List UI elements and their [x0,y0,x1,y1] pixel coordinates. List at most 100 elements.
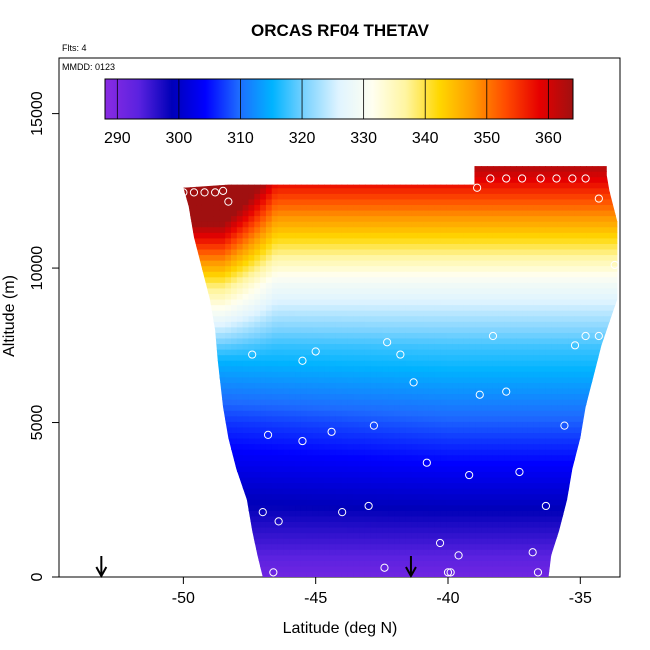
field-cell [271,271,279,278]
field-cell [312,337,319,345]
field-cell [446,387,453,395]
field-cell [318,287,325,295]
field-cell [533,471,541,478]
field-cell [370,365,378,372]
field-cell [469,182,477,189]
field-cell [458,360,465,367]
field-cell [364,315,372,322]
field-cell [242,260,250,267]
field-cell [213,204,220,211]
field-cell [277,482,284,489]
field-cell [359,310,366,317]
field-cell [504,193,512,200]
field-cell [289,460,296,467]
field-cell [359,226,366,233]
field-cell [411,521,418,528]
field-cell [417,293,424,300]
field-cell [481,387,488,395]
field-cell [516,476,523,484]
field-cell [382,293,389,300]
field-cell [388,276,395,283]
field-cell [428,287,436,295]
field-cell [440,337,448,345]
field-cell [446,532,453,539]
field-cell [458,232,465,239]
field-cell [225,382,232,389]
field-cell [533,482,541,489]
field-cell [463,554,471,561]
field-cell [364,521,372,528]
field-cell [312,237,319,244]
field-cell [428,387,436,395]
field-cell [463,237,471,244]
field-cell [364,287,372,295]
field-cell [498,282,506,289]
field-cell [231,421,238,428]
field-cell [399,476,407,484]
field-cell [370,237,378,244]
field-cell [324,482,331,489]
field-cell [452,304,459,311]
field-cell [504,237,512,244]
field-cell [283,432,290,439]
field-cell [452,276,459,283]
field-cell [533,415,541,422]
field-cell [248,310,255,317]
field-cell [446,449,453,456]
field-cell [382,538,389,545]
field-cell [510,426,517,434]
field-cell [394,360,401,367]
field-cell [254,371,261,378]
field-cell [411,360,418,367]
field-cell [236,410,244,417]
field-cell [376,349,383,356]
field-cell [364,387,372,395]
field-cell [364,504,372,511]
field-cell [405,282,413,289]
field-cell [318,471,325,478]
field-cell [341,449,349,456]
field-cell [324,449,331,456]
field-cell [370,476,378,484]
field-cell [231,410,238,417]
field-cell [242,482,250,489]
field-cell [295,304,302,311]
field-cell [359,315,366,322]
field-cell [364,326,372,333]
field-cell [271,382,279,389]
field-cell [469,276,477,283]
field-cell [347,376,354,383]
field-cell [463,410,471,417]
field-cell [411,304,418,311]
field-cell [260,426,267,434]
field-cell [428,554,436,561]
field-cell [428,432,436,439]
field-cell [248,282,255,289]
field-cell [487,360,494,367]
field-cell [295,293,302,300]
field-cell [248,182,255,189]
field-cell [265,565,273,573]
field-cell [446,332,453,339]
field-cell [359,321,366,328]
field-cell [265,560,273,567]
field-cell [527,343,535,350]
field-cell [271,204,279,211]
field-cell [434,193,442,200]
field-cell [516,337,523,345]
field-cell [516,404,523,411]
field-cell [527,399,535,406]
field-cell [353,349,360,356]
field-cell [324,260,331,267]
field-cell [364,482,372,489]
field-cell [545,393,552,400]
field-cell [411,232,418,239]
field-cell [405,538,413,545]
field-cell [452,476,459,484]
field-cell [405,248,413,256]
field-cell [265,193,273,200]
field-cell [335,237,343,244]
field-cell [341,237,349,244]
field-cell [487,265,494,272]
field-cell [557,376,564,383]
